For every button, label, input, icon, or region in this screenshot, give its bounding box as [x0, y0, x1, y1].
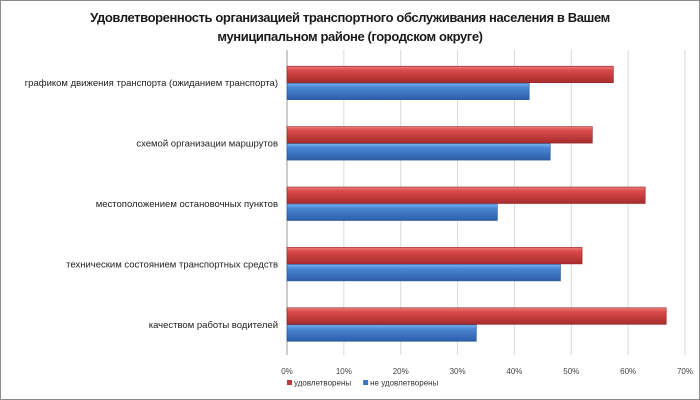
x-tick-label: 50% — [563, 367, 579, 376]
category-label: местоположением остановочных пунктов — [96, 199, 278, 210]
x-tick-label: 30% — [450, 367, 466, 376]
category-label: качеством работы водителей — [149, 320, 278, 331]
x-tick-label: 40% — [506, 367, 522, 376]
chart-title: Удовлетворенность организацией транспорт… — [0, 8, 700, 46]
bar-not-satisfied — [286, 264, 561, 282]
bar-not-satisfied — [286, 143, 551, 161]
bar-satisfied — [286, 307, 667, 325]
x-tick-label: 60% — [620, 367, 636, 376]
chart-title-line-2: муниципальном районе (городском округе) — [217, 29, 483, 44]
legend-label: удовлетворены — [294, 379, 351, 388]
legend-swatch — [287, 380, 292, 385]
bar-satisfied — [286, 186, 646, 204]
legend-swatch — [363, 380, 369, 385]
bar-satisfied — [286, 65, 614, 83]
chart-title-line-1: Удовлетворенность организацией транспорт… — [90, 10, 610, 25]
category-label: техническим состоянием транспортных сред… — [66, 259, 278, 270]
x-tick-label: 10% — [336, 367, 352, 376]
bar-satisfied — [286, 126, 593, 144]
bar-satisfied — [286, 247, 583, 265]
bar-not-satisfied — [286, 82, 530, 100]
bar-not-satisfied — [286, 203, 498, 221]
category-label: схемой организации маршрутов — [136, 139, 278, 150]
category-label: графиком движения транспорта (ожиданием … — [25, 78, 278, 89]
legend-label: не удовлетворены — [370, 379, 438, 388]
x-tick-label: 0% — [281, 367, 293, 376]
bar-not-satisfied — [286, 324, 477, 342]
x-tick-label: 20% — [393, 367, 409, 376]
x-tick-label: 70% — [677, 367, 693, 376]
